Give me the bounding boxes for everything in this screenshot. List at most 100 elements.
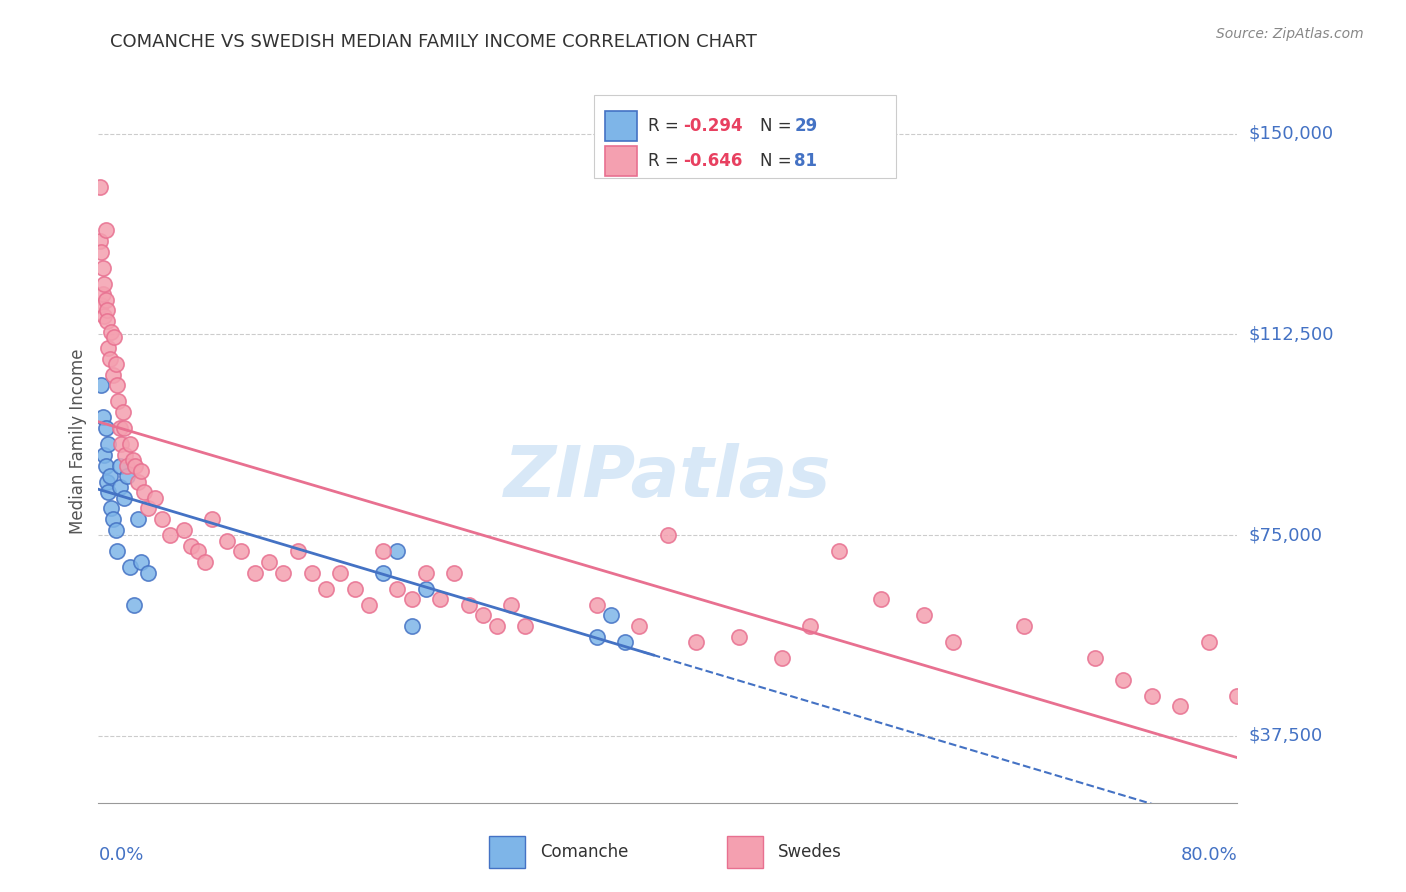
Point (108, 458, 131, 473)
Point (1012, 619, 1035, 633)
Point (343, 582, 366, 596)
Point (101, 512, 124, 526)
Point (401, 619, 423, 633)
Point (429, 592, 451, 607)
Point (91, 410, 114, 425)
Point (301, 566, 323, 580)
Text: Comanche: Comanche (540, 843, 628, 862)
Text: Source: ZipAtlas.com: Source: ZipAtlas.com (1216, 27, 1364, 41)
Text: R =: R = (648, 153, 685, 170)
Point (1170, 699, 1192, 714)
Point (799, 619, 821, 633)
Point (373, 544, 395, 558)
Text: 80.0%: 80.0% (1181, 847, 1237, 864)
Point (98, 351, 121, 366)
Point (127, 512, 149, 526)
Point (97, 341, 120, 355)
Point (180, 539, 202, 553)
Point (1084, 651, 1107, 665)
Point (728, 630, 751, 644)
Text: R =: R = (648, 118, 685, 136)
Point (94, 293, 117, 307)
Point (90, 298, 112, 312)
Point (657, 528, 679, 542)
Point (585, 598, 607, 612)
Point (173, 523, 195, 537)
Text: 0.0%: 0.0% (98, 847, 143, 864)
Point (145, 491, 167, 505)
Point (273, 566, 295, 580)
Point (515, 619, 537, 633)
Point (685, 635, 707, 649)
FancyBboxPatch shape (605, 146, 637, 177)
Point (201, 512, 224, 526)
Text: -0.646: -0.646 (683, 153, 742, 170)
Point (1112, 673, 1135, 687)
Point (415, 582, 437, 596)
Point (115, 458, 138, 473)
Point (132, 485, 155, 500)
Text: $150,000: $150,000 (1249, 125, 1334, 143)
Point (105, 378, 128, 392)
Point (91, 287, 114, 301)
Text: $75,000: $75,000 (1249, 526, 1323, 544)
Point (121, 453, 143, 467)
FancyBboxPatch shape (605, 112, 637, 142)
Text: 81: 81 (794, 153, 817, 170)
Point (415, 566, 437, 580)
Point (96, 475, 118, 489)
Point (486, 619, 509, 633)
Point (108, 480, 131, 494)
Point (104, 357, 127, 371)
Point (287, 544, 309, 558)
Point (93, 277, 115, 291)
Point (259, 555, 281, 569)
Point (136, 566, 159, 580)
Point (90, 378, 112, 392)
Point (97, 485, 120, 500)
Point (357, 598, 380, 612)
Point (215, 533, 238, 548)
Point (118, 437, 141, 451)
Point (114, 448, 136, 462)
FancyBboxPatch shape (593, 95, 896, 178)
Text: $37,500: $37,500 (1249, 727, 1323, 745)
Point (152, 512, 174, 526)
Point (387, 582, 409, 596)
Point (828, 544, 851, 558)
Point (187, 544, 209, 558)
Point (89, 180, 111, 194)
Point (329, 566, 352, 580)
Point (94, 223, 117, 237)
Point (115, 469, 138, 483)
Point (628, 619, 651, 633)
Point (1226, 689, 1249, 703)
Point (194, 555, 217, 569)
Point (614, 635, 637, 649)
Point (501, 598, 523, 612)
Point (104, 523, 127, 537)
Point (100, 325, 122, 339)
Point (373, 566, 395, 580)
Point (159, 528, 181, 542)
Point (100, 501, 122, 516)
Point (1198, 635, 1220, 649)
Point (105, 544, 128, 558)
Point (243, 566, 266, 580)
Point (90, 244, 112, 259)
Text: N =: N = (761, 118, 797, 136)
Point (108, 421, 131, 435)
Point (122, 598, 145, 612)
Point (94, 421, 117, 435)
Point (101, 368, 124, 382)
Point (136, 501, 159, 516)
Point (129, 555, 152, 569)
Point (315, 582, 337, 596)
Point (93, 309, 115, 323)
Text: Swedes: Swedes (778, 843, 842, 862)
Point (229, 544, 252, 558)
Point (912, 608, 935, 623)
Point (401, 592, 423, 607)
Point (118, 560, 141, 574)
FancyBboxPatch shape (727, 837, 762, 869)
